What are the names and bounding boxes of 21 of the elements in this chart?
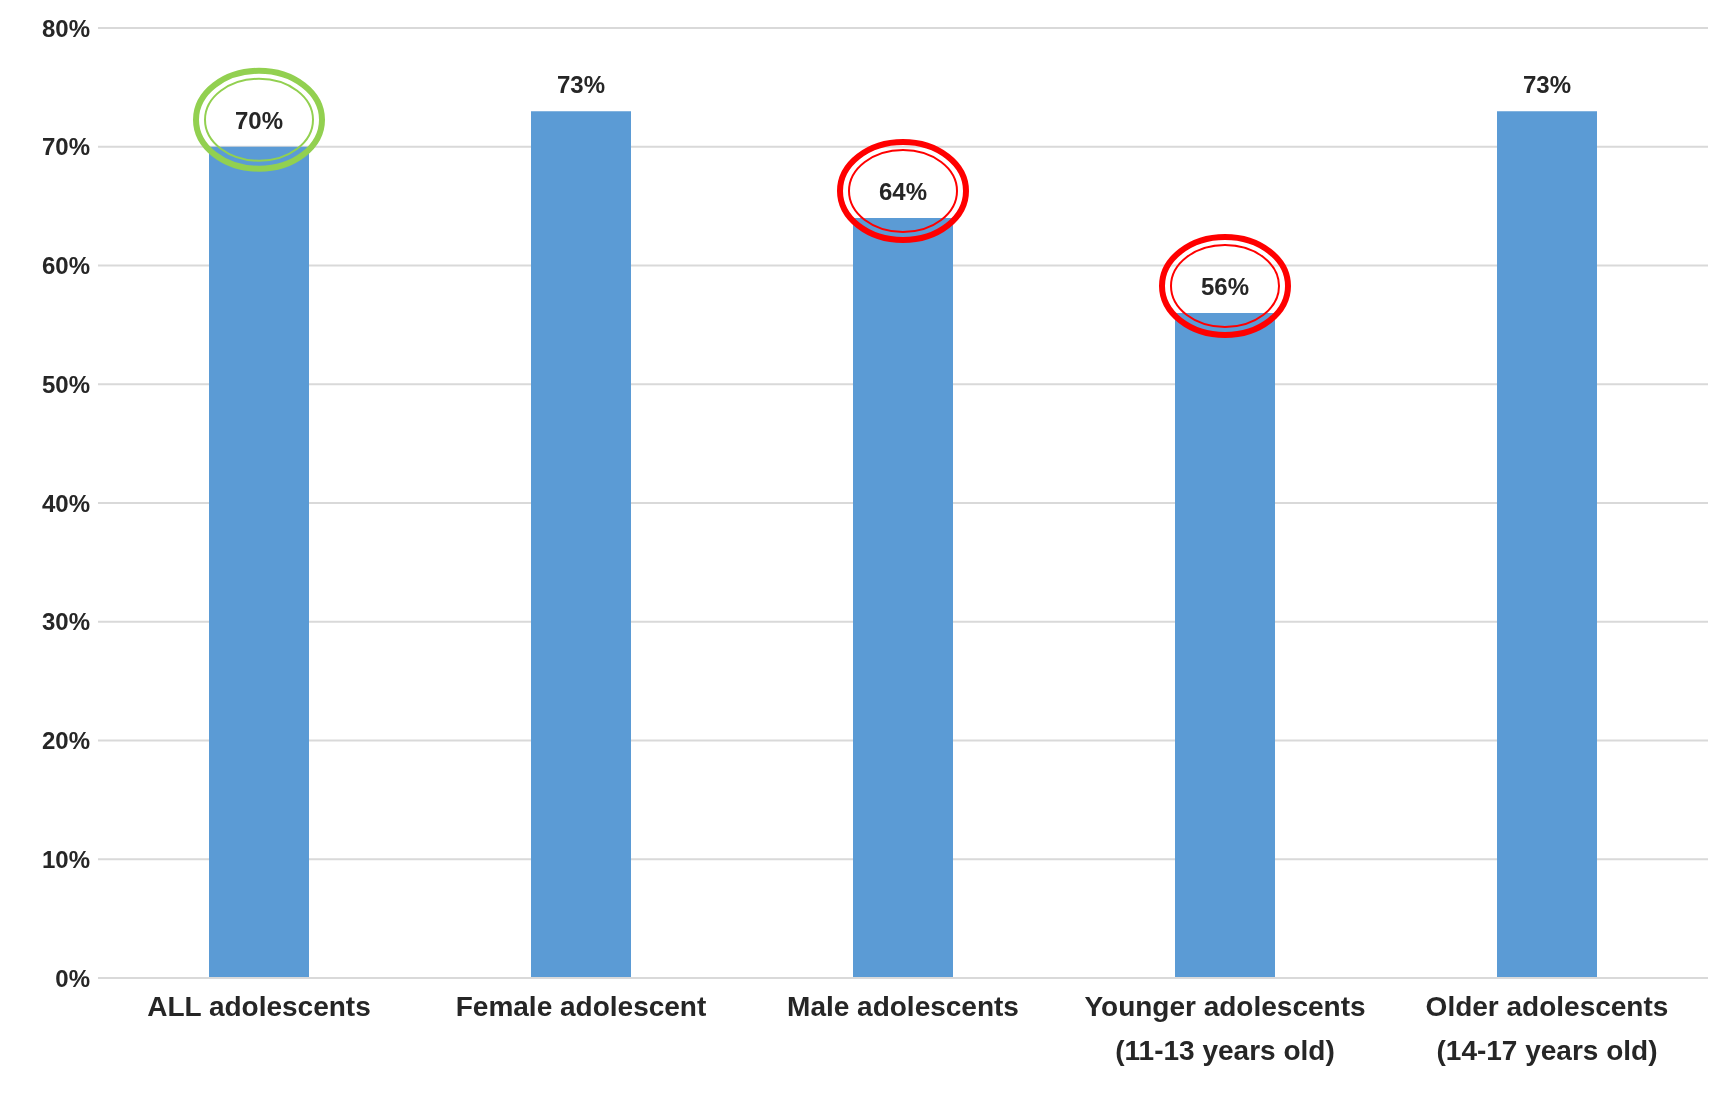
x-tick-label: ALL adolescents: [147, 991, 371, 1022]
bar: [531, 111, 631, 978]
data-label: 56%: [1200, 273, 1250, 300]
y-tick-label: 60%: [41, 252, 90, 280]
y-tick-label: 40%: [41, 489, 90, 517]
data-label: 73%: [1522, 71, 1572, 99]
data-label: 64%: [878, 178, 928, 205]
y-tick-label: 80%: [41, 14, 90, 42]
y-tick-label: 30%: [41, 608, 90, 636]
x-tick-label: Male adolescents: [787, 991, 1019, 1022]
data-label: 73%: [556, 71, 606, 99]
bar: [1497, 111, 1597, 978]
x-tick-label: Female adolescent: [455, 991, 707, 1022]
y-tick-label: 70%: [41, 133, 90, 161]
y-tick-label: 50%: [41, 370, 90, 398]
x-tick-label: Older adolescents (14-17 years old): [1425, 991, 1669, 1066]
y-tick-label: 0%: [55, 964, 90, 992]
y-tick-label: 10%: [41, 845, 90, 873]
x-tick-label: Younger adolescents (11-13 years old): [1084, 991, 1366, 1066]
data-label: 70%: [234, 106, 284, 134]
y-tick-label: 20%: [41, 727, 90, 755]
